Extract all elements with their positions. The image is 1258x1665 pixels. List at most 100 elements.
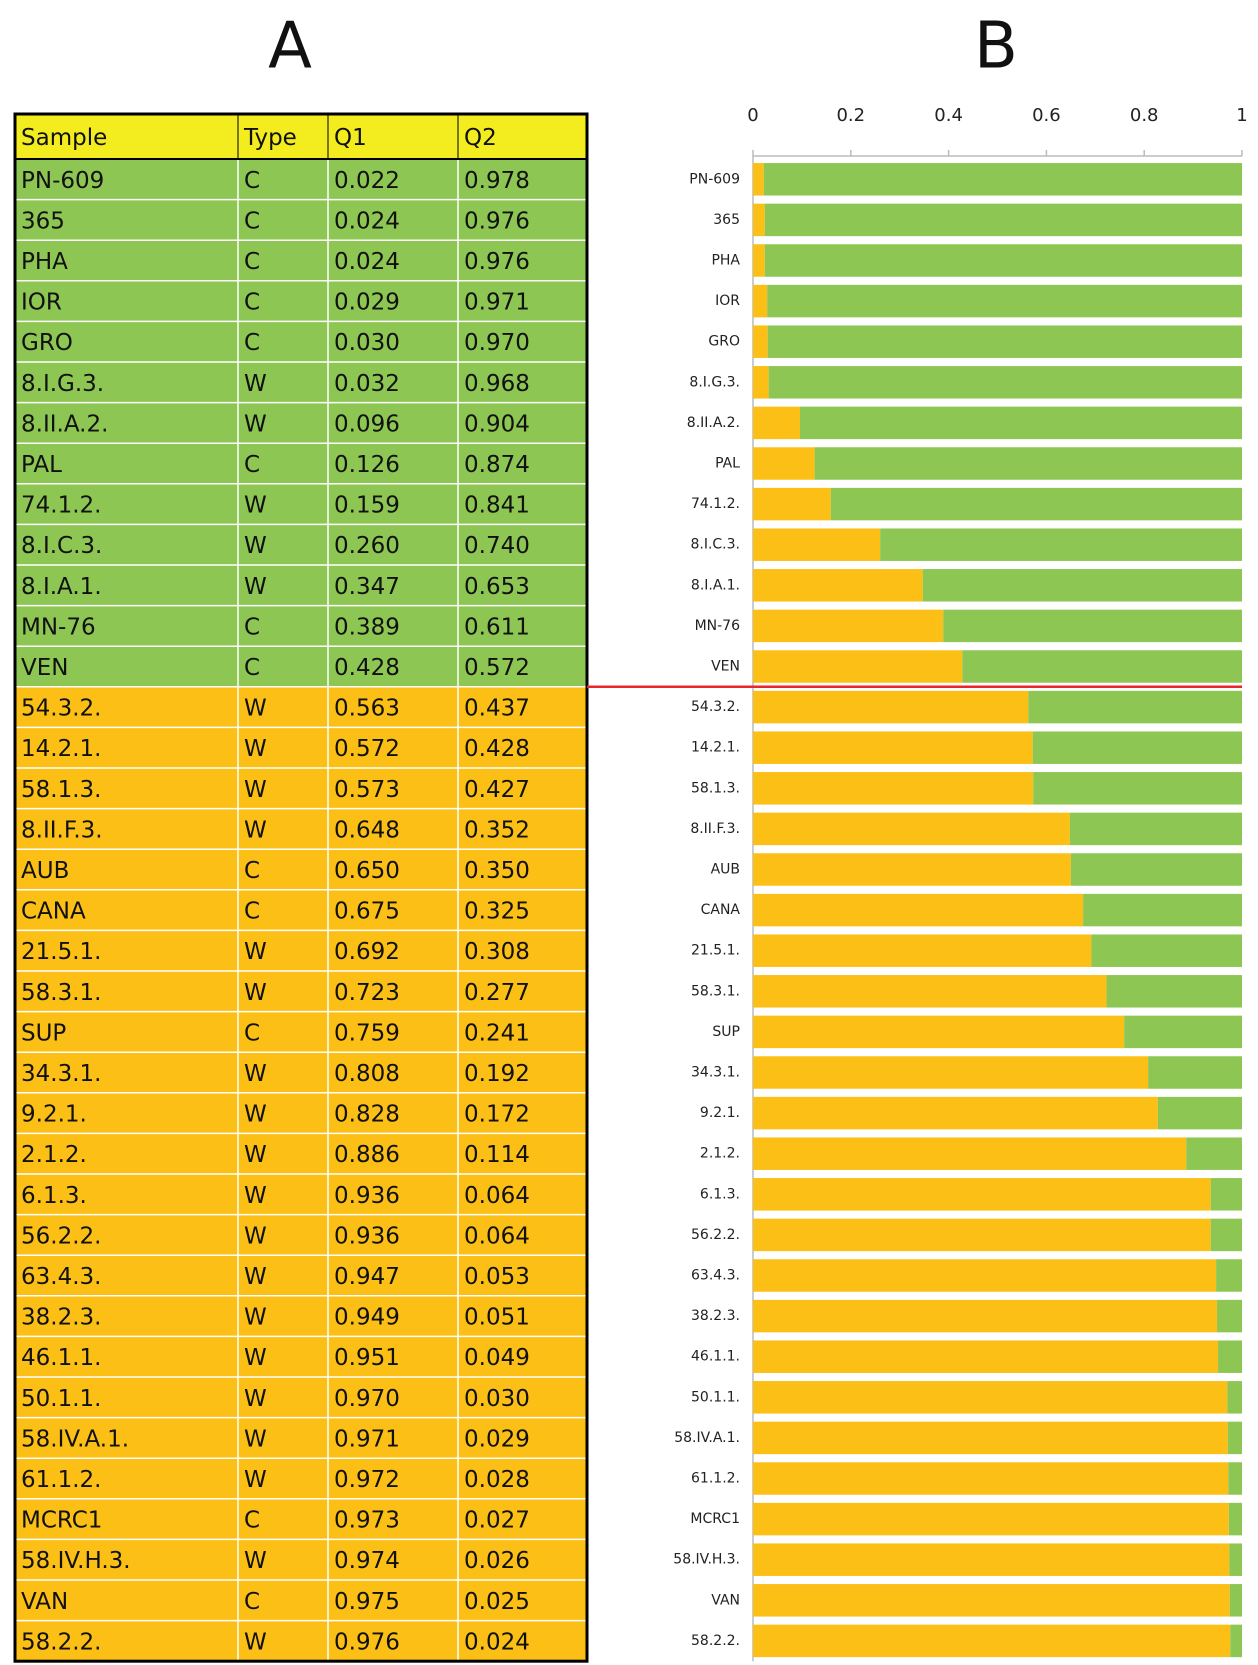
bar-segment: [753, 1299, 1218, 1333]
bar-segment: [1228, 1462, 1242, 1495]
bar-segment: [753, 772, 1034, 805]
row-bg: [15, 1458, 587, 1499]
row-bg: [15, 1214, 587, 1256]
table-cell: 0.053: [464, 1264, 530, 1290]
bar-segment: [753, 244, 765, 277]
table-cell: 0.427: [464, 777, 530, 803]
bar-segment: [1227, 1421, 1242, 1455]
table-cell: 46.1.1.: [21, 1345, 101, 1371]
row-bg: [15, 240, 587, 281]
table-cell: W: [244, 411, 267, 437]
table-cell: 365: [21, 208, 65, 234]
bar-segment: [764, 244, 1242, 277]
bar-segment: [1070, 853, 1242, 886]
table-cell: W: [244, 1264, 267, 1290]
y-tick-label: GRO: [708, 334, 740, 350]
table-cell: W: [244, 1345, 267, 1371]
row-bg: [15, 280, 587, 322]
bar-segment: [1028, 690, 1242, 724]
bar-segment: [1091, 934, 1242, 967]
bar-segment: [753, 1137, 1187, 1170]
bar-segment: [753, 366, 769, 399]
bar-segment: [753, 975, 1107, 1008]
table-cell: 0.114: [464, 1142, 530, 1168]
table-cell: 9.2.1.: [21, 1102, 87, 1128]
row-bg: [15, 1336, 587, 1377]
y-tick-label: 50.1.1.: [691, 1389, 740, 1405]
row-bg: [15, 565, 587, 606]
table-cell: W: [244, 371, 267, 397]
table-cell: C: [244, 614, 260, 640]
table-cell: W: [244, 1386, 267, 1412]
bar-segment: [753, 1381, 1228, 1414]
bar-segment: [768, 366, 1242, 399]
table-cell: GRO: [21, 330, 73, 356]
row-bg: [15, 1092, 587, 1134]
x-tick-label: 0.6: [1032, 105, 1061, 126]
row-bg: [15, 889, 587, 931]
table-cell: 0.648: [334, 817, 400, 843]
y-tick-label: 2.1.2.: [700, 1146, 740, 1162]
bar-segment: [753, 569, 923, 602]
bar-segment: [962, 650, 1242, 683]
bar-segment: [753, 163, 764, 196]
table-cell: MN-76: [21, 614, 96, 640]
table-cell: 0.325: [464, 899, 530, 925]
bar-segment: [1216, 1259, 1242, 1292]
table-cell: 0.759: [334, 1020, 400, 1046]
bar-segment: [753, 1421, 1228, 1455]
bar-segment: [1230, 1624, 1242, 1658]
table-cell: C: [244, 290, 260, 316]
table-cell: 0.024: [464, 1629, 530, 1655]
y-tick-label: 8.I.G.3.: [689, 374, 740, 390]
table-cell: PN-609: [21, 168, 104, 194]
y-tick-label: IOR: [715, 293, 740, 309]
table-cell: 0.936: [334, 1183, 400, 1209]
table-cell: 0.573: [334, 777, 400, 803]
table-cell: 0.352: [464, 817, 530, 843]
table-cell: 0.740: [464, 533, 530, 559]
table-border: [13, 112, 589, 1663]
table-cell: C: [244, 208, 260, 234]
row-bg: [15, 524, 587, 565]
y-tick-label: 8.I.A.1.: [691, 577, 740, 593]
table-cell: 0.028: [464, 1467, 530, 1493]
table-cell: 8.I.C.3.: [21, 533, 102, 559]
table-cell: 0.611: [464, 614, 530, 640]
bar-segment: [753, 1178, 1211, 1211]
y-tick-label: 8.II.A.2.: [687, 415, 740, 431]
x-tick-label: 0.2: [836, 105, 865, 126]
table-cell: 0.808: [334, 1061, 400, 1087]
bar-segment: [753, 1218, 1211, 1252]
bar-segment: [814, 447, 1242, 480]
row-bg: [15, 971, 587, 1012]
table-cell: 58.3.1.: [21, 980, 101, 1006]
bar-segment: [1210, 1218, 1242, 1252]
panel-label: A: [268, 10, 312, 84]
table-cell: 54.3.2.: [21, 696, 101, 722]
y-tick-label: 58.3.1.: [691, 983, 740, 999]
row-bg: [15, 605, 587, 647]
table-cell: 0.026: [464, 1548, 530, 1574]
table-cell: W: [244, 777, 267, 803]
bar-segment: [753, 1096, 1158, 1130]
table-cell: C: [244, 249, 260, 275]
table-cell: C: [244, 168, 260, 194]
table-cell: 0.970: [464, 330, 530, 356]
table-cell: C: [244, 330, 260, 356]
bar-segment: [922, 569, 1242, 602]
table-cell: W: [244, 574, 267, 600]
table-cell: 8.I.G.3.: [21, 371, 104, 397]
table-cell: 14.2.1.: [21, 736, 101, 762]
table-cell: 0.029: [464, 1426, 530, 1452]
bar-segment: [1218, 1340, 1242, 1373]
table-cell: W: [244, 1467, 267, 1493]
row-bg: [15, 849, 587, 890]
row-bg: [15, 1377, 587, 1418]
row-bg: [15, 686, 587, 728]
table-cell: 0.030: [464, 1386, 530, 1412]
table-cell: 8.II.A.2.: [21, 411, 108, 437]
table-cell: 0.972: [334, 1467, 400, 1493]
table-cell: 0.723: [334, 980, 400, 1006]
